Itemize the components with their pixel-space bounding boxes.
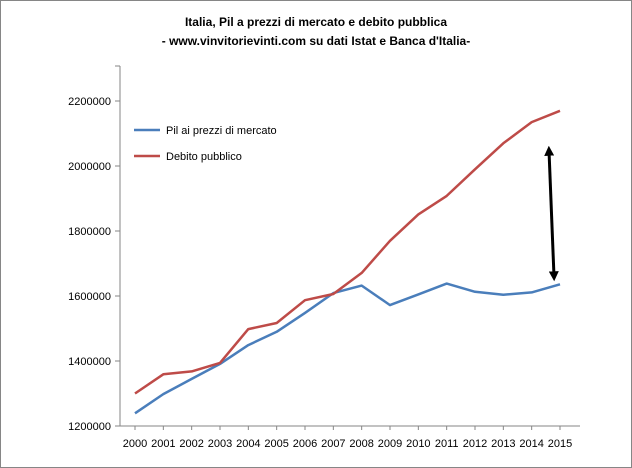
y-tick-label: 1200000 <box>68 421 111 433</box>
chart-subtitle: - www.vinvitorievinti.com su dati Istat … <box>161 34 471 48</box>
x-tick-label: 2013 <box>491 438 515 450</box>
y-tick-label: 2200000 <box>68 96 111 108</box>
y-tick-label: 1600000 <box>68 291 111 303</box>
y-tick-label: 1800000 <box>68 226 111 238</box>
x-tick-label: 2009 <box>378 438 402 450</box>
x-tick-label: 2015 <box>548 438 572 450</box>
chart-title: Italia, Pil a prezzi di mercato e debito… <box>184 15 448 29</box>
x-tick-label: 2001 <box>151 438 175 450</box>
x-tick-label: 2000 <box>123 438 147 450</box>
gap-double-arrow <box>544 145 559 282</box>
series-line-pil <box>134 282 561 415</box>
x-tick-label: 2008 <box>349 438 373 450</box>
x-tick-label: 2007 <box>321 438 345 450</box>
legend-label-pil: Pil ai prezzi di mercato <box>166 125 277 137</box>
series-line-debito <box>134 109 561 395</box>
x-tick-label: 2004 <box>236 438 260 450</box>
x-tick-label: 2005 <box>264 438 288 450</box>
x-tick-label: 2014 <box>519 438 543 450</box>
x-tick-label: 2006 <box>293 438 317 450</box>
x-tick-label: 2003 <box>208 438 232 450</box>
x-tick-label: 2011 <box>435 438 459 450</box>
legend-label-debito: Debito pubblico <box>166 151 242 163</box>
x-tick-label: 2010 <box>406 438 430 450</box>
y-tick-label: 1400000 <box>68 356 111 368</box>
y-tick-label: 2000000 <box>68 161 111 173</box>
x-tick-label: 2012 <box>463 438 487 450</box>
x-tick-label: 2002 <box>179 438 203 450</box>
